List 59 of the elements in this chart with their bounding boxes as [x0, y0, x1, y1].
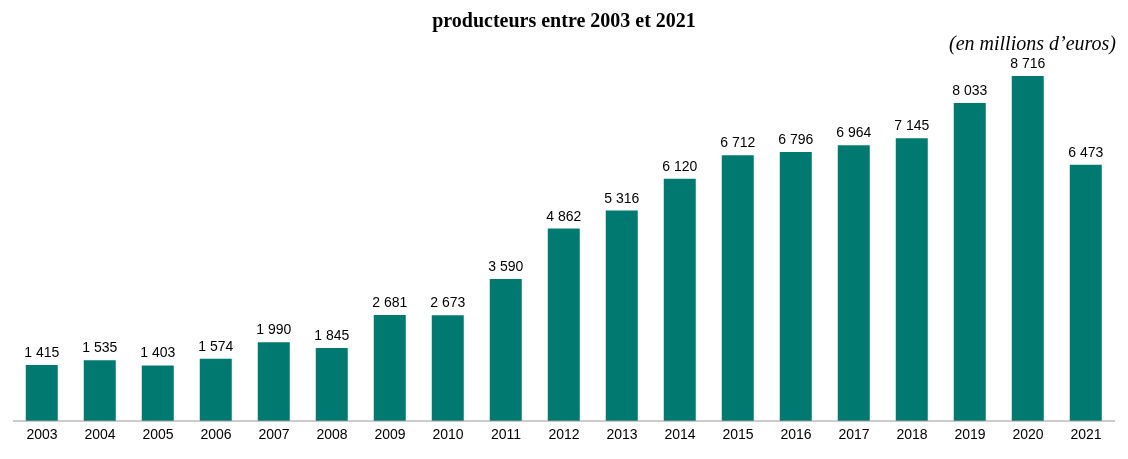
data-label: 1 845: [314, 326, 350, 343]
bar: [199, 358, 232, 421]
data-label: 1 535: [82, 339, 118, 356]
x-tick-label: 2006: [200, 425, 232, 442]
chart-title: producteurs entre 2003 et 2021: [431, 8, 697, 32]
data-label: 1 574: [198, 337, 234, 354]
data-label: 8 716: [1010, 55, 1046, 71]
data-label: 6 120: [662, 157, 698, 174]
bar: [663, 178, 696, 421]
x-tick-label: 2004: [84, 425, 116, 442]
bar: [721, 155, 754, 421]
bar: [547, 228, 580, 421]
data-label: 3 590: [488, 257, 524, 274]
data-label: 6 964: [836, 124, 872, 141]
bar: [489, 278, 522, 421]
bar: [25, 364, 58, 421]
x-tick-label: 2005: [142, 425, 174, 442]
x-tick-label: 2007: [258, 425, 290, 442]
data-label: 2 681: [372, 293, 408, 310]
x-tick-label: 2016: [780, 425, 812, 442]
x-tick-label: 2014: [664, 425, 696, 442]
x-tick-label: 2020: [1012, 425, 1044, 442]
x-tick-label: 2011: [490, 425, 522, 442]
x-tick-label: 2003: [26, 425, 58, 442]
x-tick-label: 2008: [316, 425, 348, 442]
x-tick-label: 2012: [548, 425, 580, 442]
x-tick-label: 2013: [606, 425, 638, 442]
data-label: 1 403: [140, 344, 176, 361]
data-label: 1 990: [256, 321, 292, 338]
data-label: 8 033: [952, 82, 988, 99]
data-label: 7 145: [894, 117, 930, 134]
x-tick-label: 2017: [838, 425, 870, 442]
x-tick-label: 2019: [954, 425, 986, 442]
bar: [83, 360, 116, 421]
bar: [373, 314, 406, 421]
bar: [1011, 76, 1044, 421]
bar: [895, 138, 928, 421]
bar: [779, 152, 812, 421]
x-tick-label: 2018: [896, 425, 928, 442]
bar: [315, 347, 348, 421]
data-label: 1 415: [24, 343, 60, 360]
x-tick-label: 2010: [432, 425, 464, 442]
x-tick-label: 2015: [722, 425, 754, 442]
bar: [431, 315, 464, 421]
data-label: 6 473: [1068, 143, 1104, 160]
data-label: 4 862: [546, 207, 582, 224]
data-label: 5 316: [604, 189, 640, 206]
bar: [953, 103, 986, 421]
data-label: 6 796: [778, 131, 814, 147]
bar: [605, 210, 638, 421]
bar: [257, 342, 290, 421]
x-tick-label: 2021: [1070, 425, 1102, 442]
data-label: 6 712: [720, 134, 756, 151]
data-label: 2 673: [430, 294, 466, 311]
x-tick-label: 2009: [374, 425, 406, 442]
bar: [1069, 164, 1102, 421]
chart-subtitle: (en millions d’euros): [948, 32, 1117, 56]
bar: [837, 145, 870, 421]
bar: [141, 365, 174, 421]
